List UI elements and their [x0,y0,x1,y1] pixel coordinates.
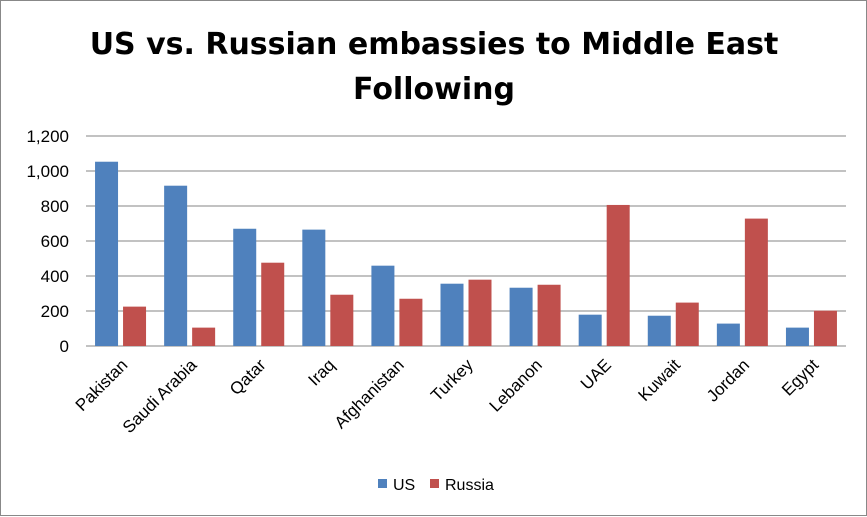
x-tick-label: Lebanon [486,355,546,415]
bar-russia [468,279,492,346]
x-tick-label: Afghanistan [331,355,408,432]
x-tick-label: Jordan [703,355,753,405]
x-tick-label: Pakistan [72,355,132,415]
bar-russia [537,284,561,346]
legend-label: Russia [445,477,494,494]
legend-label: US [393,477,415,494]
bar-us [164,185,188,346]
x-tick-label: UAE [577,355,615,393]
bar-russia [813,310,837,346]
bar-russia [744,218,768,346]
y-tick-label: 600 [41,232,69,251]
bar-us [302,229,326,346]
bar-us [578,314,602,346]
bar-us [371,265,395,346]
x-tick-label: Saudi Arabia [119,355,201,437]
bar-us [785,327,809,346]
bar-russia [606,204,630,346]
x-tick-label: Egypt [778,355,822,399]
legend-item: US [378,477,415,494]
bar-us [440,283,464,346]
bar-us [233,228,257,346]
bar-russia [399,298,423,346]
bar-russia [261,262,285,346]
x-tick-label: Iraq [304,355,338,389]
bar-russia [330,294,354,346]
bar-us [647,315,671,346]
y-tick-label: 1,000 [26,162,69,181]
legend-swatch [378,479,387,488]
y-tick-label: 200 [41,302,69,321]
bar-us [716,323,740,346]
x-tick-label: Qatar [226,355,270,399]
bar-russia [675,302,699,346]
x-tick-label: Kuwait [635,355,685,405]
y-tick-label: 1,200 [26,127,69,146]
y-tick-label: 400 [41,267,69,286]
bar-russia [123,306,147,346]
legend-swatch [430,479,439,488]
legend-item: Russia [430,477,494,494]
bar-russia [192,327,216,346]
y-tick-label: 800 [41,197,69,216]
bar-us [509,287,533,346]
x-tick-label: Turkey [427,355,477,405]
chart-title-line-1: US vs. Russian embassies to Middle East [90,27,779,62]
chart-title-line-2: Following [353,72,515,107]
y-tick-label: 0 [60,337,69,356]
bar-us [95,161,119,346]
